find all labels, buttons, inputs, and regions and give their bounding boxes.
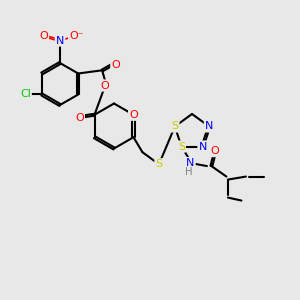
Text: O: O (129, 110, 138, 120)
Text: S: S (171, 122, 178, 131)
Text: O⁻: O⁻ (69, 31, 84, 41)
Text: O: O (210, 146, 219, 156)
Text: S: S (155, 159, 163, 169)
Text: O: O (111, 59, 120, 70)
Text: O: O (39, 31, 48, 41)
Text: N: N (56, 35, 64, 46)
Text: N: N (186, 158, 195, 168)
Text: S: S (178, 142, 185, 152)
Text: Cl: Cl (20, 89, 31, 100)
Text: O: O (75, 113, 84, 123)
Text: N: N (198, 142, 207, 152)
Text: O: O (101, 80, 110, 91)
Text: N: N (205, 122, 213, 131)
Text: H: H (185, 167, 193, 177)
